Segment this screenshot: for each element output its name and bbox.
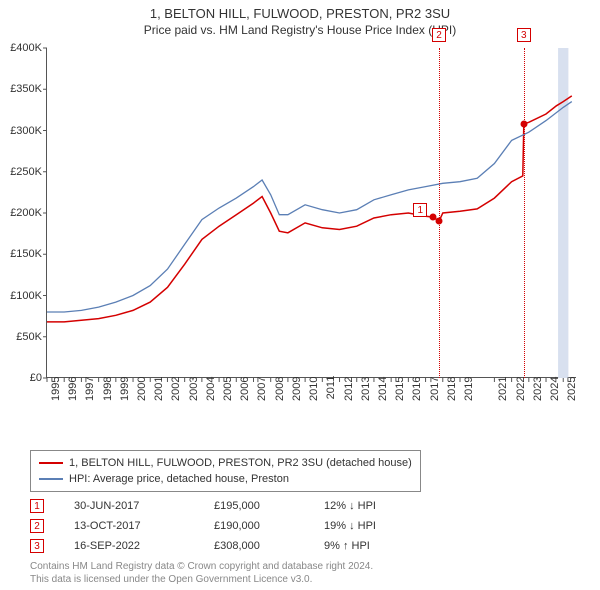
y-tick-label: £250K (10, 166, 42, 178)
x-tick-label: 2009 (291, 352, 303, 382)
x-tick-label: 2022 (515, 352, 527, 382)
sales-table: 1 30-JUN-2017£195,00012% ↓ HPI 2 13-OCT-201… (30, 496, 424, 556)
sales-marker: 3 (30, 539, 44, 553)
sales-date: 30-JUN-2017 (74, 500, 214, 512)
sales-row: 2 13-OCT-2017£190,00019% ↓ HPI (30, 516, 424, 536)
plot-region: 123 (46, 48, 576, 378)
chart-subtitle: Price paid vs. HM Land Registry's House … (0, 21, 600, 41)
footnote-line: Contains HM Land Registry data © Crown c… (30, 560, 373, 573)
y-tick-label: £300K (10, 125, 42, 137)
x-tick-label: 2004 (205, 352, 217, 382)
sales-row: 1 30-JUN-2017£195,00012% ↓ HPI (30, 496, 424, 516)
x-tick-label: 2024 (549, 352, 561, 382)
x-tick-label: 1995 (50, 352, 62, 382)
sales-date: 13-OCT-2017 (74, 520, 214, 532)
legend-swatch (39, 462, 63, 464)
footnote-line: This data is licensed under the Open Gov… (30, 573, 373, 586)
legend-row: 1, BELTON HILL, FULWOOD, PRESTON, PR2 3S… (39, 455, 412, 471)
x-tick-label: 2005 (222, 352, 234, 382)
chart-title: 1, BELTON HILL, FULWOOD, PRESTON, PR2 3S… (0, 0, 600, 21)
y-tick-label: £350K (10, 83, 42, 95)
x-tick-label: 2015 (394, 352, 406, 382)
sales-price: £308,000 (214, 540, 324, 552)
legend-label: 1, BELTON HILL, FULWOOD, PRESTON, PR2 3S… (69, 455, 412, 471)
sale-marker-label: 1 (413, 203, 427, 217)
sale-marker-label: 3 (517, 28, 531, 42)
series-hpi (47, 102, 572, 312)
y-tick-label: £50K (16, 331, 42, 343)
x-tick-label: 1998 (102, 352, 114, 382)
x-tick-label: 2012 (343, 352, 355, 382)
sales-marker: 2 (30, 519, 44, 533)
sale-vline (524, 48, 525, 378)
x-tick-label: 2023 (532, 352, 544, 382)
x-tick-label: 2025 (566, 352, 578, 382)
sales-diff: 12% ↓ HPI (324, 500, 424, 512)
footnote: Contains HM Land Registry data © Crown c… (30, 560, 373, 586)
sale-marker-label: 2 (432, 28, 446, 42)
x-tick-label: 2002 (170, 352, 182, 382)
legend-label: HPI: Average price, detached house, Pres… (69, 471, 289, 487)
x-tick-label: 2021 (497, 352, 509, 382)
x-tick-label: 2001 (153, 352, 165, 382)
legend: 1, BELTON HILL, FULWOOD, PRESTON, PR2 3S… (30, 450, 421, 492)
chart-area: 123 £0£50K£100K£150K£200K£250K£300K£350K… (46, 48, 576, 408)
x-tick-label: 1997 (84, 352, 96, 382)
legend-swatch (39, 478, 63, 480)
sales-marker: 1 (30, 499, 44, 513)
x-tick-label: 2019 (463, 352, 475, 382)
y-tick-label: £100K (10, 290, 42, 302)
series-property (47, 96, 572, 322)
sales-diff: 9% ↑ HPI (324, 540, 424, 552)
x-tick-label: 2006 (239, 352, 251, 382)
x-tick-label: 1999 (119, 352, 131, 382)
x-tick-label: 2007 (256, 352, 268, 382)
y-tick-label: £400K (10, 42, 42, 54)
y-tick-label: £0 (30, 372, 42, 384)
sale-dot (435, 218, 442, 225)
sale-vline (439, 48, 440, 378)
legend-row: HPI: Average price, detached house, Pres… (39, 471, 412, 487)
sale-dot (520, 120, 527, 127)
x-tick-label: 2011 (325, 352, 337, 382)
chart-svg (47, 48, 577, 378)
sales-row: 3 16-SEP-2022£308,0009% ↑ HPI (30, 536, 424, 556)
x-tick-label: 2008 (274, 352, 286, 382)
x-tick-label: 2016 (411, 352, 423, 382)
sales-price: £190,000 (214, 520, 324, 532)
x-tick-label: 2014 (377, 352, 389, 382)
x-tick-label: 2017 (429, 352, 441, 382)
y-tick-label: £200K (10, 207, 42, 219)
x-tick-label: 2003 (188, 352, 200, 382)
x-tick-label: 1996 (67, 352, 79, 382)
y-tick-label: £150K (10, 248, 42, 260)
sales-date: 16-SEP-2022 (74, 540, 214, 552)
x-tick-label: 2013 (360, 352, 372, 382)
x-tick-label: 2000 (136, 352, 148, 382)
sales-price: £195,000 (214, 500, 324, 512)
x-tick-label: 2010 (308, 352, 320, 382)
x-tick-label: 2018 (446, 352, 458, 382)
sales-diff: 19% ↓ HPI (324, 520, 424, 532)
